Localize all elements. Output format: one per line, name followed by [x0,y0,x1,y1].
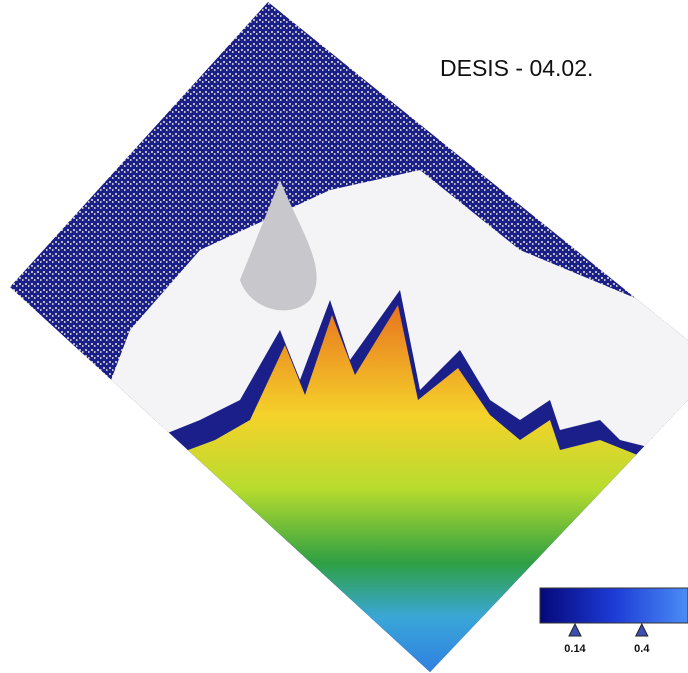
map-title: DESIS - 04.02. [440,55,593,81]
colorbar-tick-label: 0.4 [634,643,650,655]
satellite-scene [0,0,688,673]
map-view: DESIS - 04.02. 0.14 0.4 [0,0,688,673]
colorbar-tick-label: 0.14 [564,643,586,655]
colorbar-tick [636,624,648,636]
colorbar [540,588,688,623]
colorbar-tick [569,624,581,636]
